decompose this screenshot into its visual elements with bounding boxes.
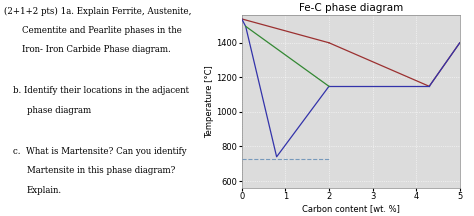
Title: Fe-C phase diagram: Fe-C phase diagram [299,3,403,13]
X-axis label: Carbon content [wt. %]: Carbon content [wt. %] [302,204,400,213]
Y-axis label: Temperature [°C]: Temperature [°C] [205,65,214,138]
Text: Iron- Iron Carbide Phase diagram.: Iron- Iron Carbide Phase diagram. [22,45,171,54]
Text: Martensite in this phase diagram?: Martensite in this phase diagram? [27,166,175,175]
Text: (2+1+2 pts) 1a. Explain Ferrite, Austenite,: (2+1+2 pts) 1a. Explain Ferrite, Austeni… [4,6,192,16]
Text: Explain.: Explain. [27,186,62,195]
Text: b. Identify their locations in the adjacent: b. Identify their locations in the adjac… [13,86,190,95]
Text: c.  What is Martensite? Can you identify: c. What is Martensite? Can you identify [13,147,187,156]
Text: Cementite and Pearlite phases in the: Cementite and Pearlite phases in the [22,26,182,35]
Text: phase diagram: phase diagram [27,106,91,115]
